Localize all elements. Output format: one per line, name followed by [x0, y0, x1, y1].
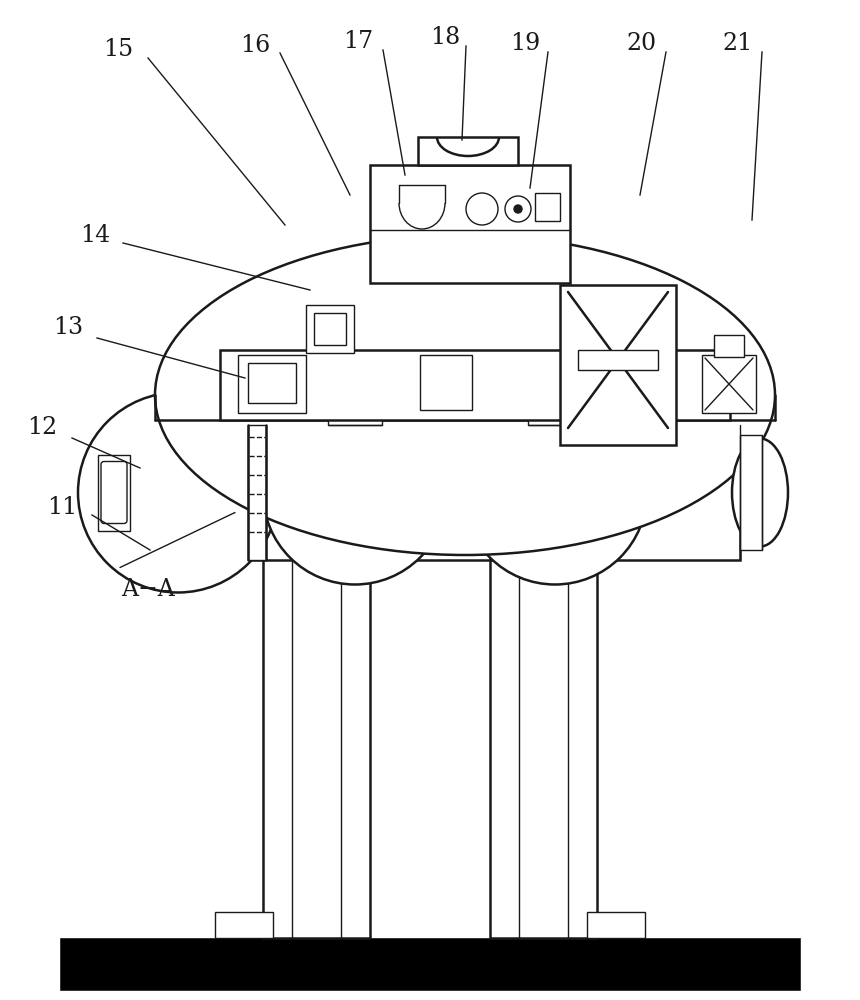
Circle shape [514, 205, 522, 213]
Bar [420, 355, 472, 410]
Bar [248, 425, 266, 560]
Bar [98, 454, 130, 530]
Bar [328, 397, 382, 425]
Ellipse shape [732, 438, 788, 546]
Bar [332, 403, 378, 419]
Text: 15: 15 [103, 38, 133, 62]
Bar [370, 165, 570, 283]
Text: 19: 19 [510, 32, 540, 55]
Circle shape [466, 193, 498, 225]
Bar [60, 938, 800, 990]
Text: 20: 20 [627, 32, 657, 55]
Bar [418, 137, 518, 165]
Text: 18: 18 [430, 26, 460, 49]
Bar [248, 363, 296, 403]
Ellipse shape [155, 235, 775, 555]
Bar [587, 912, 645, 938]
FancyBboxPatch shape [101, 462, 127, 524]
Text: 17: 17 [343, 30, 373, 53]
Circle shape [505, 196, 531, 222]
Bar [532, 403, 578, 419]
Bar [578, 350, 658, 370]
Text: 12: 12 [27, 416, 57, 440]
Text: 16: 16 [240, 33, 270, 56]
Circle shape [263, 400, 447, 584]
Text: 11: 11 [47, 496, 77, 520]
Text: 13: 13 [53, 316, 83, 340]
Bar [702, 355, 756, 413]
Bar [220, 350, 730, 420]
Text: A−A: A−A [121, 578, 175, 601]
Bar [714, 335, 744, 357]
Text: 21: 21 [723, 32, 753, 55]
Bar [215, 912, 273, 938]
Bar [140, 425, 740, 560]
Bar [238, 355, 306, 413]
Bar [535, 193, 560, 221]
Text: 14: 14 [80, 224, 110, 246]
Bar [528, 397, 582, 425]
Bar [560, 285, 676, 445]
Bar [306, 305, 354, 353]
Bar [314, 313, 346, 345]
Bar [740, 435, 762, 550]
Circle shape [78, 392, 278, 592]
Circle shape [463, 400, 647, 584]
